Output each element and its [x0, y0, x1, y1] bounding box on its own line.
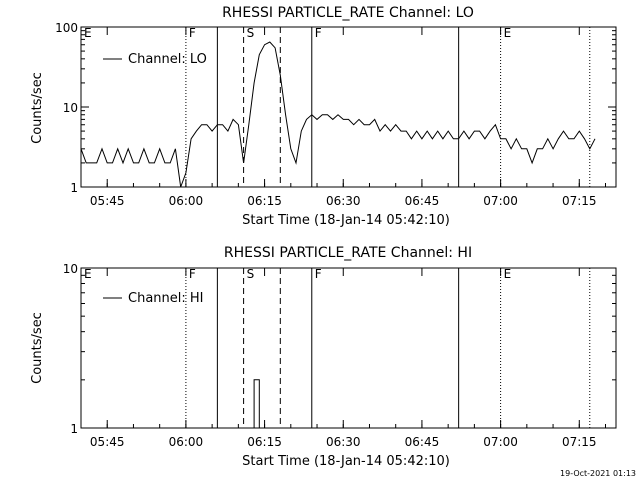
series-line-hi — [253, 379, 260, 428]
marker-label-lo: E — [504, 26, 512, 40]
x-tick-label-hi: 06:00 — [169, 435, 204, 449]
marker-label-hi: E — [84, 267, 92, 281]
marker-label-lo: S — [247, 26, 255, 40]
marker-label-lo: E — [84, 26, 92, 40]
y-axis-label-hi: Counts/sec — [30, 312, 45, 384]
x-tick-label-lo: 05:45 — [90, 194, 125, 208]
footer-timestamp: 19-Oct-2021 01:13 — [560, 469, 636, 478]
y-tick-label-lo: 1 — [70, 181, 78, 195]
chart-title-lo: RHESSI PARTICLE_RATE Channel: LO — [222, 5, 474, 21]
x-tick-label-hi: 05:45 — [90, 435, 125, 449]
y-tick-label-lo: 10 — [63, 101, 78, 115]
x-tick-label-lo: 06:45 — [405, 194, 440, 208]
marker-label-lo: F — [315, 26, 322, 40]
legend-hi: Channel: HI — [103, 291, 204, 306]
plot-frame-lo — [80, 26, 617, 188]
marker-label-hi: S — [247, 267, 255, 281]
y-axis-label-lo: Counts/sec — [30, 72, 45, 144]
legend-label-lo: Channel: LO — [128, 52, 207, 67]
x-tick-label-lo: 06:30 — [326, 194, 361, 208]
y-tick-label-lo: 100 — [55, 21, 78, 35]
x-tick-label-hi: 06:15 — [247, 435, 282, 449]
panel-lo: RHESSI PARTICLE_RATE Channel: LO Counts/… — [30, 5, 617, 228]
marker-label-lo: F — [189, 26, 196, 40]
legend-lo: Channel: LO — [103, 52, 207, 67]
x-tick-label-hi: 06:45 — [405, 435, 440, 449]
x-tick-label-lo: 07:15 — [562, 194, 597, 208]
marker-label-hi: F — [189, 267, 196, 281]
x-tick-label-lo: 06:15 — [247, 194, 282, 208]
x-tick-label-lo: 07:00 — [483, 194, 518, 208]
x-tick-label-lo: 06:00 — [169, 194, 204, 208]
marker-label-hi: E — [504, 267, 512, 281]
x-axis-label-lo: Start Time (18-Jan-14 05:42:10) — [242, 213, 450, 228]
series-line-lo — [80, 41, 596, 188]
x-tick-label-hi: 06:30 — [326, 435, 361, 449]
x-tick-label-hi: 07:00 — [483, 435, 518, 449]
chart-title-hi: RHESSI PARTICLE_RATE Channel: HI — [224, 245, 472, 261]
marker-label-hi: F — [315, 267, 322, 281]
plot-frame-hi — [80, 267, 617, 429]
panel-hi: RHESSI PARTICLE_RATE Channel: HI Counts/… — [30, 245, 617, 469]
y-tick-label-hi: 10 — [63, 262, 78, 276]
y-tick-label-hi: 1 — [70, 422, 78, 436]
x-tick-label-hi: 07:15 — [562, 435, 597, 449]
x-axis-label-hi: Start Time (18-Jan-14 05:42:10) — [242, 454, 450, 469]
legend-label-hi: Channel: HI — [128, 291, 204, 306]
